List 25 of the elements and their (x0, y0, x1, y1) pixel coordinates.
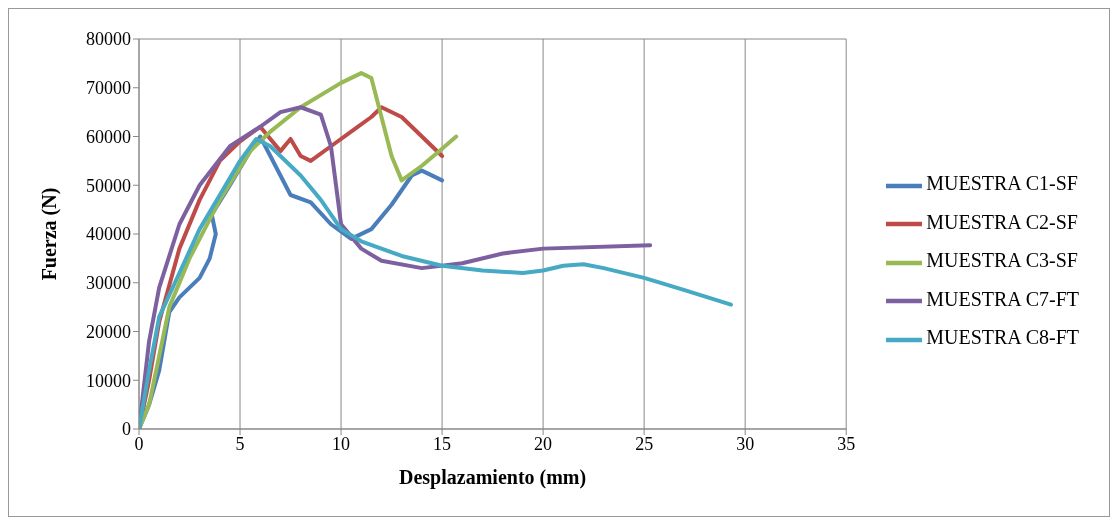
y-tick-label: 80000 (86, 29, 131, 50)
y-tick-label: 10000 (86, 370, 131, 391)
legend-label: MUESTRA C2-SF (926, 210, 1078, 233)
x-axis-title: Desplazamiento (mm) (399, 466, 587, 489)
y-tick-label: 60000 (86, 126, 131, 147)
legend-label: MUESTRA C7-FT (926, 287, 1079, 310)
y-tick-label: 70000 (86, 78, 131, 99)
x-tick-label: 25 (635, 433, 654, 454)
legend-label: MUESTRA C1-SF (926, 172, 1078, 195)
line-series (139, 136, 734, 429)
legend-label: MUESTRA C8-FT (926, 326, 1079, 349)
x-tick-label: 0 (134, 433, 144, 454)
y-tick-label: 20000 (86, 321, 131, 342)
y-tick-label: 40000 (86, 224, 131, 245)
y-axis-title: Fuerza (N) (38, 187, 62, 281)
y-tick-label: 50000 (86, 175, 131, 196)
x-tick-label: 20 (534, 433, 553, 454)
y-tick-label: 30000 (86, 273, 131, 294)
x-tick-label: 30 (736, 433, 755, 454)
y-tick-label: 0 (122, 419, 131, 440)
x-tick-label: 5 (235, 433, 245, 454)
x-tick-label: 15 (433, 433, 452, 454)
x-tick-label: 10 (332, 433, 351, 454)
x-tick-label: 35 (837, 433, 856, 454)
legend-label: MUESTRA C3-SF (926, 249, 1078, 272)
